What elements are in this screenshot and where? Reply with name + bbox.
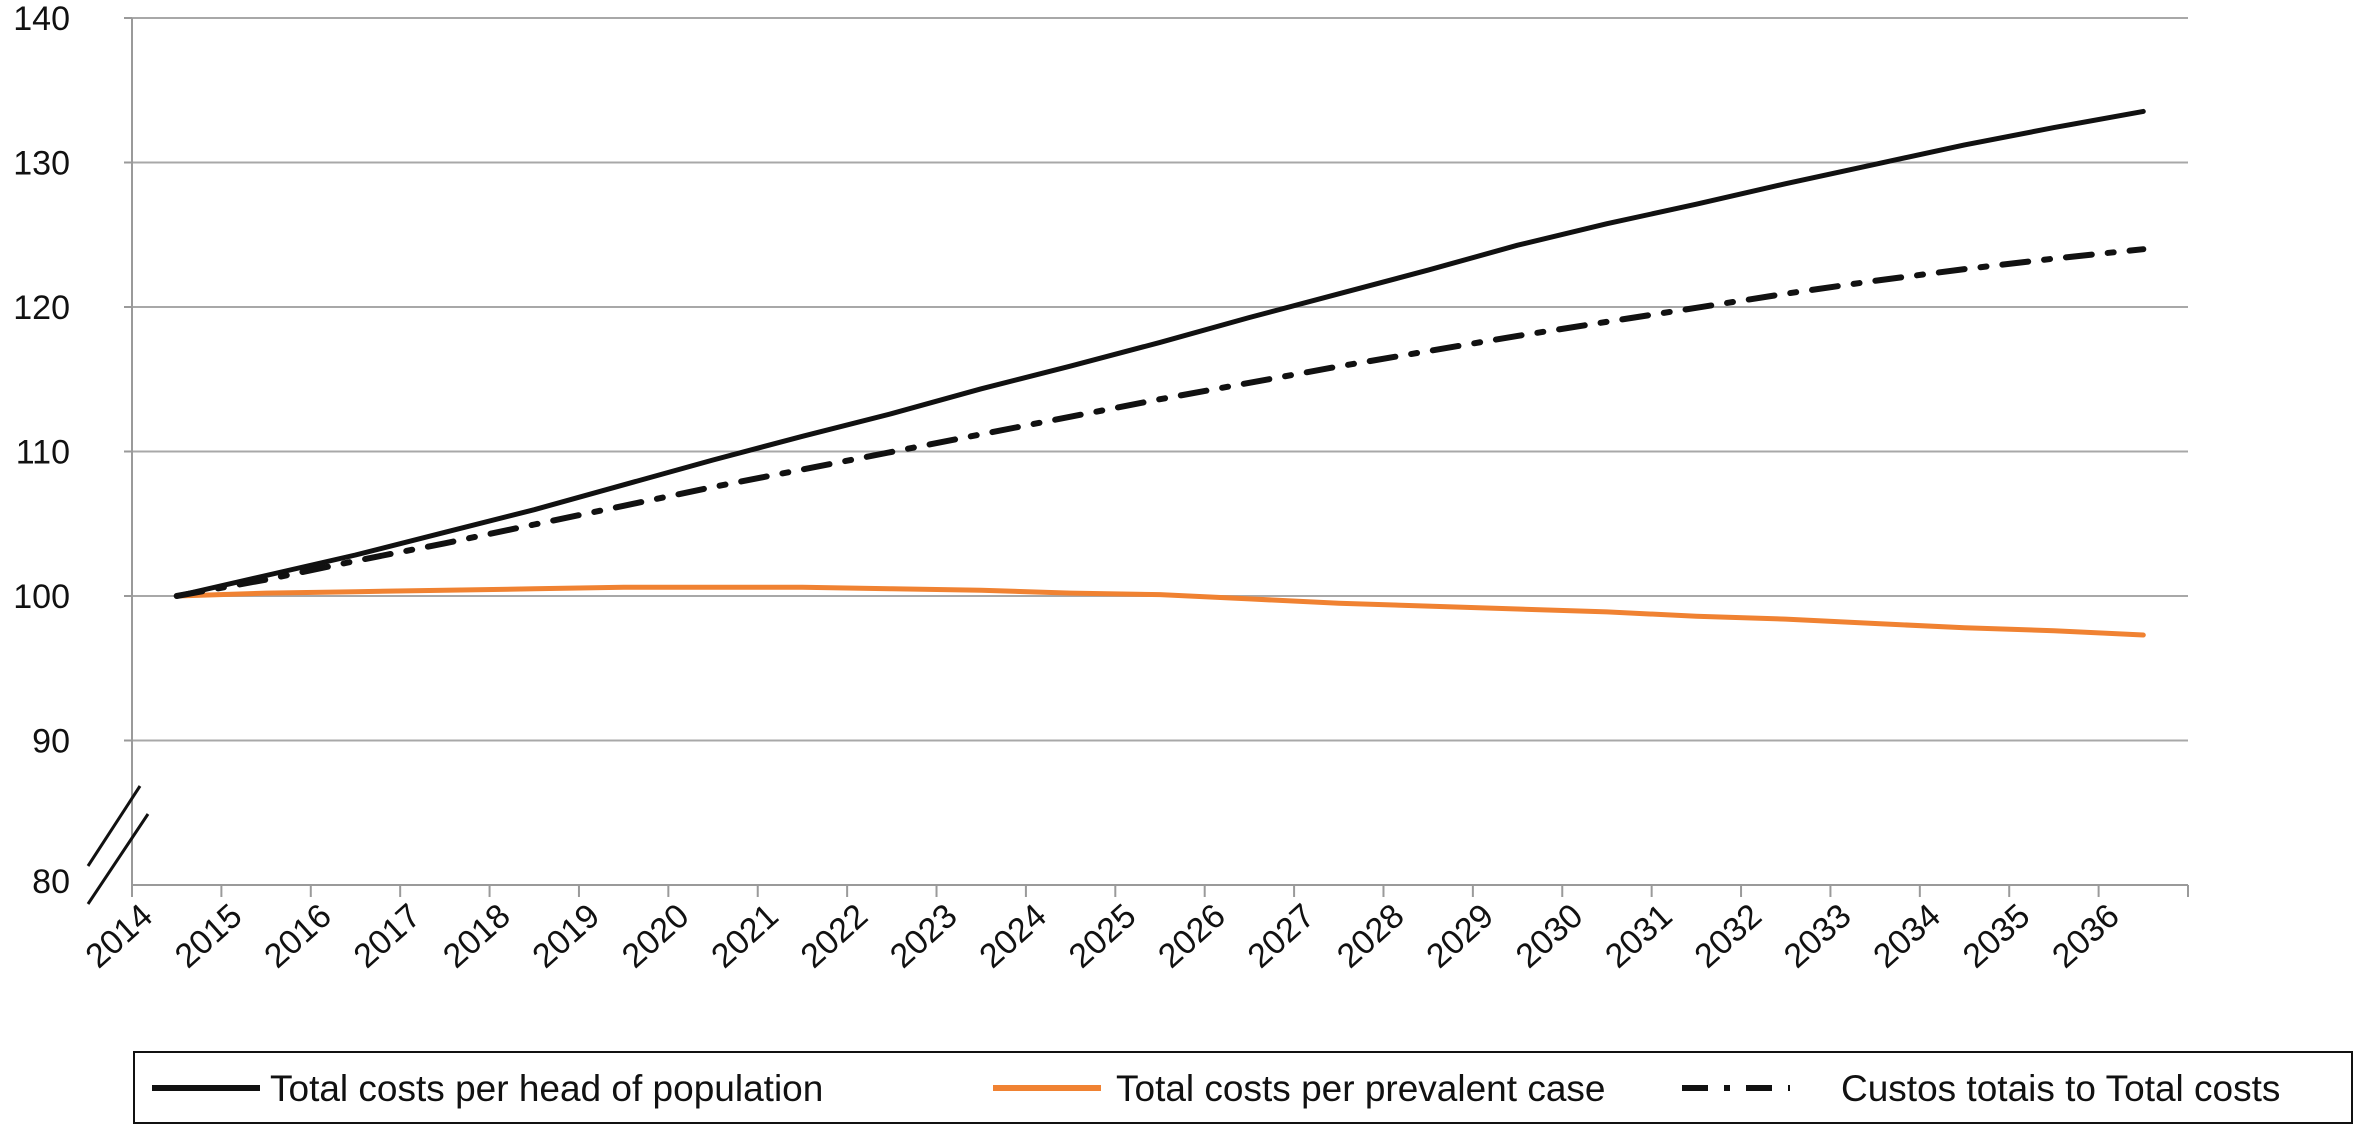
x-tick-label: 2033 xyxy=(1777,897,1859,976)
x-tick-label: 2018 xyxy=(436,897,518,976)
x-tick-label: 2036 xyxy=(2045,897,2127,976)
x-tick-label: 2015 xyxy=(168,897,250,976)
x-tick-label: 2032 xyxy=(1687,897,1769,976)
legend: Total costs per head of population Total … xyxy=(133,1051,2353,1124)
axis-break-stroke xyxy=(86,785,142,867)
y-tick-label: 90 xyxy=(32,723,70,761)
x-tick-label: 2022 xyxy=(794,897,876,976)
x-tick-label: 2035 xyxy=(1956,897,2038,976)
y-axis-tick-labels: 80 90 100 110 120 130 140 xyxy=(13,0,70,901)
x-tick-label: 2024 xyxy=(972,897,1054,976)
x-tick-label: 2014 xyxy=(78,897,160,976)
axis-break-stroke xyxy=(86,813,150,905)
horizontal-gridlines xyxy=(132,17,2188,742)
x-tick-label: 2026 xyxy=(1151,897,1233,976)
y-tick-label: 110 xyxy=(16,434,70,472)
x-tick-label: 2028 xyxy=(1330,897,1412,976)
x-tick-label: 2019 xyxy=(525,897,607,976)
x-tick-label: 2025 xyxy=(1062,897,1144,976)
chart-axes xyxy=(124,17,2189,897)
x-tick-label: 2016 xyxy=(257,897,339,976)
y-tick-label: 120 xyxy=(13,289,70,327)
y-tick-label: 140 xyxy=(13,0,70,38)
x-tick-label: 2027 xyxy=(1240,897,1322,976)
x-tick-label: 2017 xyxy=(347,897,429,976)
x-tick-label: 2029 xyxy=(1419,897,1501,976)
x-tick-label: 2023 xyxy=(883,897,965,976)
series-line-2 xyxy=(174,584,2146,638)
axis-break-marks xyxy=(86,785,150,905)
series-line-3 xyxy=(173,246,2147,599)
y-tick-label: 100 xyxy=(13,578,70,616)
x-axis-tick-labels: 2014 2015 2016 2017 2018 2019 2020 2021 2022 2023… xyxy=(78,897,2126,976)
legend-box xyxy=(133,1051,2353,1124)
legend-label-3: Custos totais to Total costs xyxy=(1841,1068,2280,1109)
x-tick-label: 2021 xyxy=(704,897,786,976)
legend-label-2: Total costs per prevalent case xyxy=(1116,1068,1605,1109)
y-tick-label: 80 xyxy=(32,863,70,901)
x-tick-label: 2034 xyxy=(1866,897,1948,976)
x-tick-label: 2030 xyxy=(1509,897,1591,976)
x-tick-label: 2020 xyxy=(615,897,697,976)
series-lines xyxy=(173,108,2147,638)
x-tick-label: 2031 xyxy=(1598,897,1680,976)
series-line-1 xyxy=(174,108,2146,599)
legend-label-1: Total costs per head of population xyxy=(270,1068,823,1109)
y-tick-label: 130 xyxy=(13,145,70,183)
